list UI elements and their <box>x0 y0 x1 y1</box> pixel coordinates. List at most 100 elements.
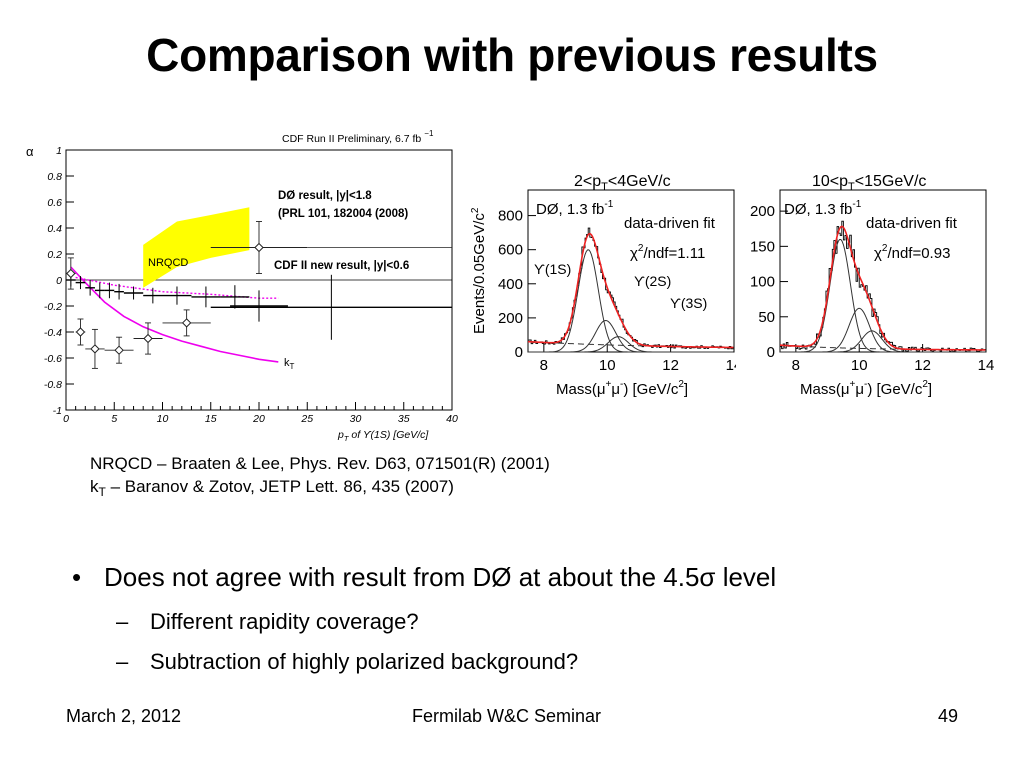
y-tick-label: 400 <box>498 276 523 293</box>
d0-point <box>90 344 100 354</box>
x-tick-label: 0 <box>63 413 69 425</box>
mass-histogram-low-pt: 2<pT<4GeV/c Events/0.05GeV/c2 8 10 12 14 0 20… <box>470 173 736 398</box>
fit-curves <box>527 232 734 353</box>
axis-ticks: 0 5 10 15 20 25 30 35 40 1 0.8 0.6 0.4 0.2 0 -0.2 -0.4 -0… <box>44 145 458 425</box>
chart-header: CDF Run II Preliminary, 6.7 fb −1 <box>282 129 434 145</box>
nrqcd-band-area <box>143 207 250 288</box>
fit-label: data-driven fit <box>624 215 716 232</box>
d0-point <box>254 242 264 253</box>
x-axis-label: pT of ϒ(1S) [GeV/c] <box>337 429 429 443</box>
sub-bullet-background: – Subtraction of highly polarized backgro… <box>116 649 578 675</box>
x-tick-label: 8 <box>540 357 548 374</box>
total-fit-curve <box>527 232 734 349</box>
legend-label: DØ, 1.3 fb-1 <box>784 199 862 218</box>
axis-ticks: 8 10 12 14 0 50 100 150 200 <box>750 203 994 374</box>
kt-dotted-curve <box>75 276 279 299</box>
slide-title: Comparison with previous results <box>146 29 878 81</box>
d0-point <box>66 268 76 279</box>
footer-date: March 2, 2012 <box>66 706 182 726</box>
x-tick-label: 10 <box>851 357 868 374</box>
d0-point <box>75 327 86 337</box>
y-tick-label: 0 <box>515 344 523 361</box>
kt-curve <box>70 266 279 363</box>
footer-center: Fermilab W&C Seminar <box>412 706 602 726</box>
bullet-marker: – <box>116 649 129 674</box>
total-fit-curve <box>779 225 986 351</box>
reference-nrqcd: NRQCD – Braaten & Lee, Phys. Rev. D63, 0… <box>90 454 550 473</box>
bullet-main: • Does not agree with result from DØ at a… <box>72 562 776 593</box>
d0-point <box>181 318 192 328</box>
x-tick-label: 5 <box>111 413 117 425</box>
y-tick-label: 1 <box>56 145 62 157</box>
x-tick-label: 40 <box>446 413 458 425</box>
x-tick-label: 12 <box>662 357 679 374</box>
bullet-text: Subtraction of highly polarized backgrou… <box>150 649 579 674</box>
bullet-text: Does not agree with result from DØ at ab… <box>104 562 777 592</box>
x-tick-label: 25 <box>300 413 313 425</box>
d0-point <box>114 345 124 355</box>
y-axis-label: Events/0.05GeV/c2 <box>470 207 488 334</box>
y-tick-label: 100 <box>750 274 775 291</box>
upsilon-1s-label: ϒ(1S) <box>534 261 571 277</box>
footer-page-number: 49 <box>938 706 959 726</box>
y-tick-label: 200 <box>750 203 775 220</box>
legend-label: DØ, 1.3 fb-1 <box>536 199 614 218</box>
y-tick-label: 0.4 <box>47 223 62 235</box>
bullet-marker: • <box>72 562 82 592</box>
x-tick-label: 12 <box>914 357 931 374</box>
y-tick-label: 0.6 <box>47 197 62 209</box>
axis-ticks: 8 10 12 14 0 200 400 600 800 <box>498 208 736 374</box>
x-tick-label: 15 <box>205 413 217 425</box>
d0-points <box>66 221 452 369</box>
x-tick-label: 20 <box>252 413 265 425</box>
chi2-label: χ2/ndf=1.11 <box>630 243 705 262</box>
histogram-title: 10<pT<15GeV/c <box>812 173 926 193</box>
x-tick-label: 30 <box>350 413 362 425</box>
x-tick-label: 14 <box>978 357 995 374</box>
nrqcd-label: NRQCD <box>148 257 188 269</box>
y-tick-label: 600 <box>498 242 523 259</box>
d0-point <box>143 333 153 344</box>
y-tick-label: 0.2 <box>47 249 62 261</box>
y-tick-label: 800 <box>498 208 523 225</box>
fit-label: data-driven fit <box>866 215 958 232</box>
x-tick-label: 10 <box>599 357 616 374</box>
d0-reference-label: (PRL 101, 182004 (2008) <box>278 208 408 220</box>
y-tick-label: 0 <box>767 344 775 361</box>
references: NRQCD – Braaten & Lee, Phys. Rev. D63, 0… <box>90 452 550 498</box>
y-axis-label: α <box>26 144 34 159</box>
fit-curves <box>779 225 986 353</box>
y-tick-label: 0.8 <box>47 171 62 183</box>
data-histogram-line <box>780 220 986 353</box>
chi2-label: χ2/ndf=0.93 <box>874 243 950 262</box>
x-tick-label: 14 <box>726 357 736 374</box>
y-tick-label: 150 <box>750 238 775 255</box>
y-tick-label: -1 <box>53 405 62 417</box>
alpha-vs-pt-chart: CDF Run II Preliminary, 6.7 fb −1 α 0 5 10 1… <box>26 129 458 443</box>
upsilon-3s-curve <box>780 330 986 353</box>
y-tick-label: 0 <box>56 275 62 287</box>
plot-frame <box>65 149 453 411</box>
cdf-points <box>66 273 452 340</box>
d0-result-label: DØ result, |y|<1.8 <box>278 190 372 202</box>
x-axis-label: Mass(μ+μ-) [GeV/c2] <box>556 379 688 398</box>
data-histogram <box>780 220 986 353</box>
x-tick-label: 10 <box>157 413 169 425</box>
x-axis-label: Mass(μ+μ-) [GeV/c2] <box>800 379 932 398</box>
histogram-title: 2<pT<4GeV/c <box>574 173 671 193</box>
kt-label: kT <box>284 357 295 371</box>
upsilon-2s-label: ϒ(2S) <box>634 273 671 289</box>
upsilon-3s-curve <box>528 336 734 353</box>
y-tick-label: -0.6 <box>44 353 62 365</box>
y-tick-label: -0.4 <box>44 327 62 339</box>
nrqcd-band <box>143 207 250 288</box>
y-tick-label: 200 <box>498 310 523 327</box>
x-tick-label: 8 <box>792 357 800 374</box>
sub-bullet-rapidity: – Different rapidity coverage? <box>116 609 419 635</box>
y-tick-label: -0.8 <box>44 379 62 391</box>
upsilon-3s-label: ϒ(3S) <box>670 295 707 311</box>
mass-histogram-high-pt: 10<pT<15GeV/c 8 10 12 14 0 50 100 150 200 DØ, 1.… <box>750 173 994 398</box>
kt-curves <box>70 266 279 363</box>
y-tick-label: 50 <box>758 309 775 326</box>
bullet-text: Different rapidity coverage? <box>150 609 419 634</box>
